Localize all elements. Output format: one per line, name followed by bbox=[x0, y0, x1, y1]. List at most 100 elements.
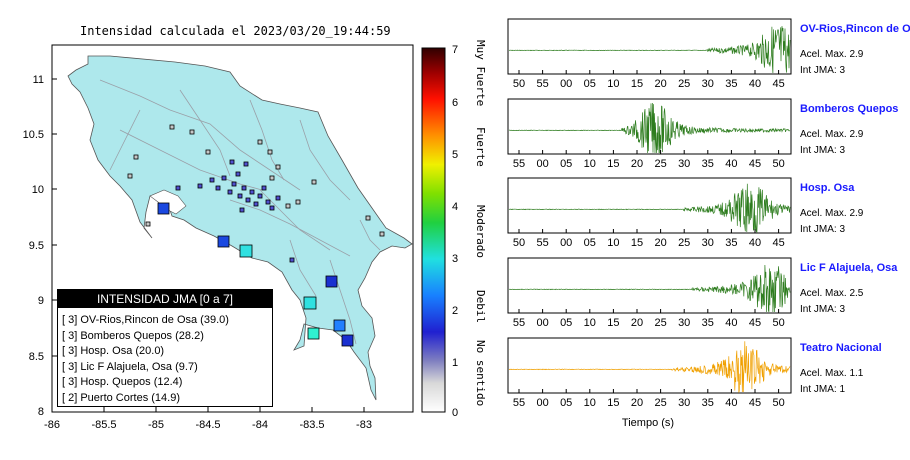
y-tick-label: 8.5 bbox=[29, 351, 44, 363]
time-tick-label: 30 bbox=[702, 237, 714, 249]
colorbar-tick: 7 bbox=[452, 44, 458, 56]
colorbar-tick: 0 bbox=[452, 407, 458, 419]
station-jma-intensity: Int JMA: 3 bbox=[800, 65, 845, 76]
time-tick-label: 45 bbox=[749, 397, 761, 409]
station-name: Teatro Nacional bbox=[800, 342, 882, 354]
colorbar-tick: 2 bbox=[452, 305, 458, 317]
time-tick-label: 45 bbox=[749, 317, 761, 329]
time-tick-label: 25 bbox=[654, 317, 666, 329]
time-tick-label: 25 bbox=[654, 158, 666, 170]
time-tick-label: 25 bbox=[678, 237, 690, 249]
time-tick-label: 15 bbox=[631, 237, 643, 249]
waveform-line bbox=[509, 341, 791, 394]
x-tick-label: -85 bbox=[148, 419, 164, 431]
station-jma-intensity: Int JMA: 3 bbox=[800, 224, 845, 235]
time-tick-label: 30 bbox=[678, 158, 690, 170]
colorbar-ticks: 7 6 5 4 3 2 1 0 bbox=[452, 44, 458, 419]
legend-item: [ 3] Lic F Alajuela, Osa (9.7) bbox=[62, 360, 198, 373]
time-tick-label: 45 bbox=[749, 158, 761, 170]
time-tick-label: 20 bbox=[631, 397, 643, 409]
colorbar-tick: 3 bbox=[452, 253, 458, 265]
time-tick-label: 40 bbox=[749, 237, 761, 249]
colorbar-labels: Muy Fuerte Fuerte Moderado Debil No sent… bbox=[474, 40, 487, 406]
time-tick-label: 20 bbox=[631, 317, 643, 329]
time-tick-label: 50 bbox=[772, 158, 784, 170]
time-tick-label: 50 bbox=[772, 317, 784, 329]
colorbar-label-debil: Debil bbox=[474, 290, 487, 323]
y-tick-label: 11 bbox=[33, 74, 44, 86]
waveform-line bbox=[508, 26, 791, 74]
waveform-line bbox=[509, 264, 791, 313]
waveform-line bbox=[508, 183, 791, 233]
y-tick-label: 8 bbox=[38, 406, 44, 418]
colorbar-tick: 5 bbox=[452, 149, 458, 161]
station-name: Bomberos Quepos bbox=[800, 103, 898, 115]
legend-item: [ 3] Bomberos Quepos (28.2) bbox=[62, 329, 204, 342]
y-tick-label: 9.5 bbox=[29, 240, 44, 252]
station-name: OV-Rios,Rincon de Osa bbox=[800, 23, 910, 35]
colorbar-label-no-sentido: No sentido bbox=[474, 340, 487, 406]
station-accel-max: Acel. Max. 2.5 bbox=[800, 288, 864, 299]
time-tick-label: 25 bbox=[678, 78, 690, 90]
station-jma-intensity: Int JMA: 1 bbox=[800, 384, 845, 395]
time-tick-label: 10 bbox=[584, 397, 596, 409]
time-tick-label: 10 bbox=[584, 158, 596, 170]
time-tick-label: 15 bbox=[607, 317, 619, 329]
time-tick-label: 30 bbox=[702, 78, 714, 90]
time-tick-label: 20 bbox=[631, 158, 643, 170]
map-x-axis: -86 -85.5 -85 -84.5 -84 -83.5 -83 bbox=[44, 419, 372, 431]
waveform-line bbox=[508, 102, 791, 154]
time-tick-label: 40 bbox=[725, 317, 737, 329]
legend-item: [ 3] Hosp. Osa (20.0) bbox=[62, 345, 165, 357]
time-tick-label: 15 bbox=[607, 397, 619, 409]
time-tick-label: 55 bbox=[513, 397, 525, 409]
colorbar-label-muy-fuerte: Muy Fuerte bbox=[474, 40, 487, 106]
colorbar-tick: 4 bbox=[452, 201, 458, 213]
time-tick-label: 05 bbox=[560, 397, 572, 409]
rivers-and-roads bbox=[99, 79, 381, 345]
x-tick-label: -83.5 bbox=[299, 419, 324, 431]
station-accel-max: Acel. Max. 2.9 bbox=[800, 129, 864, 140]
time-tick-label: 10 bbox=[607, 78, 619, 90]
waveform-traces: 50 55 00 05 10 15 20 25 30 35 40 45 OV-Rios,Rincon d… bbox=[507, 18, 910, 409]
time-tick-label: 30 bbox=[678, 317, 690, 329]
time-tick-label: 40 bbox=[725, 397, 737, 409]
map-tick-marks bbox=[52, 78, 365, 412]
station-name: Lic F Alajuela, Osa bbox=[800, 262, 898, 274]
time-tick-label: 40 bbox=[725, 158, 737, 170]
station-accel-max: Acel. Max. 1.1 bbox=[800, 368, 864, 379]
time-tick-label: 55 bbox=[513, 158, 525, 170]
legend-item: [ 2] Puerto Cortes (14.9) bbox=[62, 391, 180, 404]
time-tick-label: 50 bbox=[513, 237, 525, 249]
time-tick-label: 00 bbox=[536, 397, 548, 409]
legend-item: [ 3] OV-Rios,Rincon de Osa (39.0) bbox=[62, 314, 229, 326]
time-tick-label: 55 bbox=[536, 237, 548, 249]
station-markers bbox=[127, 124, 385, 347]
x-tick-label: -84.5 bbox=[195, 419, 220, 431]
y-tick-label: 10.5 bbox=[23, 129, 44, 141]
legend-title: INTENSIDAD JMA [0 a 7] bbox=[58, 290, 272, 308]
time-tick-label: 10 bbox=[584, 317, 596, 329]
time-tick-label: 10 bbox=[607, 237, 619, 249]
station-accel-max: Acel. Max. 2.9 bbox=[800, 208, 864, 219]
time-tick-label: 05 bbox=[560, 317, 572, 329]
colorbar-label-fuerte: Fuerte bbox=[474, 127, 487, 167]
colorbar-tick: 6 bbox=[452, 97, 458, 109]
time-axis-label: Tiempo (s) bbox=[622, 417, 674, 429]
time-tick-label: 00 bbox=[560, 78, 572, 90]
intensity-legend: INTENSIDAD JMA [0 a 7] [ 3] OV-Rios,Rinc… bbox=[57, 289, 273, 407]
map-title: Intensidad calculada el 2023/03/20_19:44… bbox=[80, 24, 391, 38]
x-tick-label: -86 bbox=[44, 419, 60, 431]
colorbar-tick: 1 bbox=[452, 357, 458, 369]
trace-frame bbox=[507, 98, 792, 155]
time-tick-label: 55 bbox=[513, 317, 525, 329]
time-tick-label: 00 bbox=[536, 158, 548, 170]
y-tick-label: 9 bbox=[38, 295, 44, 307]
station-name: Hosp. Osa bbox=[800, 182, 855, 194]
intensity-colorbar bbox=[421, 47, 446, 413]
station-accel-max: Acel. Max. 2.9 bbox=[800, 49, 864, 60]
x-tick-label: -84 bbox=[252, 419, 268, 431]
time-tick-label: 35 bbox=[725, 78, 737, 90]
time-tick-label: 30 bbox=[678, 397, 690, 409]
